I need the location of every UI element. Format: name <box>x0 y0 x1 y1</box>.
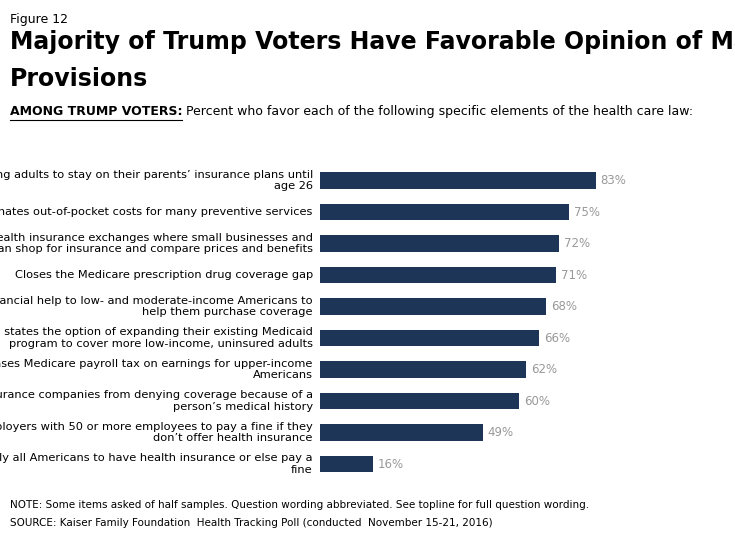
Bar <box>320 235 559 252</box>
Bar <box>320 204 569 220</box>
Bar <box>320 330 539 346</box>
Bar <box>320 299 546 315</box>
Text: 49%: 49% <box>487 426 514 439</box>
Text: THE HENRY J.: THE HENRY J. <box>651 500 695 505</box>
Text: FOUNDATION: FOUNDATION <box>650 535 696 540</box>
Bar <box>320 393 519 409</box>
Bar <box>320 456 373 472</box>
Bar <box>320 267 556 283</box>
Text: SOURCE: Kaiser Family Foundation  Health Tracking Poll (conducted  November 15-2: SOURCE: Kaiser Family Foundation Health … <box>10 518 492 528</box>
Bar <box>320 424 483 441</box>
Text: 60%: 60% <box>524 395 551 408</box>
Text: Majority of Trump Voters Have Favorable Opinion of Many ACA: Majority of Trump Voters Have Favorable … <box>10 30 735 55</box>
Text: 66%: 66% <box>544 332 570 344</box>
Bar <box>320 361 526 378</box>
Text: 62%: 62% <box>531 363 557 376</box>
Text: Provisions: Provisions <box>10 67 148 91</box>
Text: Figure 12: Figure 12 <box>10 13 68 26</box>
Text: 75%: 75% <box>574 206 600 219</box>
Text: 16%: 16% <box>378 457 404 471</box>
Text: 72%: 72% <box>564 237 590 250</box>
Text: NOTE: Some items asked of half samples. Question wording abbreviated. See toplin: NOTE: Some items asked of half samples. … <box>10 500 589 510</box>
Bar <box>320 172 595 189</box>
Text: 68%: 68% <box>551 300 577 313</box>
Text: Percent who favor each of the following specific elements of the health care law: Percent who favor each of the following … <box>182 105 693 118</box>
Text: 83%: 83% <box>600 174 626 187</box>
Text: AMONG TRUMP VOTERS:: AMONG TRUMP VOTERS: <box>10 105 182 118</box>
Text: 71%: 71% <box>561 268 587 282</box>
Text: FAMILY: FAMILY <box>650 520 696 533</box>
Text: KAISER: KAISER <box>649 509 697 522</box>
